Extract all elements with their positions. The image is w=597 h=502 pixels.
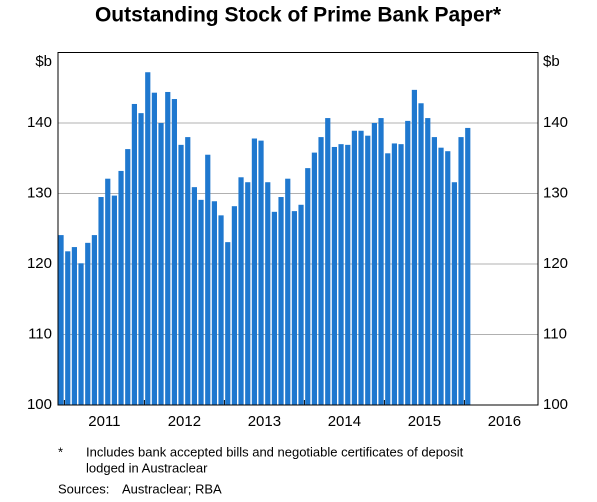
x-tick-label: 2014	[328, 413, 361, 430]
bar	[391, 143, 397, 405]
bar	[318, 137, 324, 405]
bar	[278, 197, 284, 405]
y2-tick-label: 140	[543, 114, 568, 131]
bar	[365, 135, 371, 405]
bar	[418, 103, 424, 405]
bar	[225, 242, 231, 405]
bar	[305, 168, 311, 405]
bar	[245, 182, 251, 405]
bar	[431, 137, 437, 405]
bar	[58, 235, 64, 405]
bar	[171, 99, 177, 405]
bar	[465, 127, 471, 405]
chart-title: Outstanding Stock of Prime Bank Paper*	[95, 4, 502, 27]
bar	[325, 118, 331, 405]
bar	[85, 242, 91, 405]
bar	[138, 113, 144, 405]
bar	[251, 138, 257, 405]
bar	[65, 251, 71, 405]
y-tick-label: 110	[28, 325, 52, 342]
bar	[165, 91, 171, 405]
y-tick-label: 130	[27, 184, 52, 201]
bar	[258, 140, 264, 405]
bar	[331, 146, 337, 405]
footnote: Includes bank accepted bills and negotia…	[86, 444, 464, 459]
bar	[371, 123, 377, 405]
bar	[398, 144, 404, 405]
bar	[265, 182, 271, 405]
bar	[438, 147, 444, 406]
bar	[238, 177, 244, 405]
bar	[311, 152, 317, 405]
plot-frame	[57, 52, 539, 406]
bar	[285, 178, 291, 405]
footnote-marker: *	[58, 444, 63, 459]
bar	[425, 118, 431, 405]
bar	[205, 154, 211, 405]
bar	[185, 137, 191, 405]
bar	[131, 103, 137, 405]
bar	[298, 204, 304, 405]
bar	[351, 130, 357, 405]
bar	[405, 120, 411, 405]
sources: Austraclear; RBA	[122, 481, 222, 496]
y2-tick-label: 110	[543, 325, 567, 342]
y2-tick-label: 130	[543, 184, 568, 201]
bar	[451, 182, 457, 405]
y2-tick-label: 120	[543, 255, 568, 272]
x-tick-label: 2013	[248, 413, 281, 430]
bar	[211, 201, 217, 405]
bar	[118, 170, 124, 405]
y-tick-label: 140	[27, 114, 52, 131]
bar	[218, 215, 224, 405]
y-tick-label: 100	[27, 396, 52, 413]
bar	[71, 247, 77, 405]
bar	[378, 118, 384, 405]
y-unit: $b	[35, 53, 52, 70]
bar	[271, 211, 277, 405]
bar	[385, 153, 391, 405]
bar	[231, 206, 237, 405]
bar	[125, 149, 131, 405]
bar	[91, 235, 97, 405]
bar	[458, 137, 464, 405]
bar	[338, 144, 344, 405]
bar	[145, 72, 151, 406]
x-tick-label: 2015	[408, 413, 441, 430]
bar	[111, 195, 117, 405]
bar	[345, 144, 351, 406]
y2-tick-label: 100	[543, 396, 568, 413]
footnote: lodged in Austraclear	[86, 460, 208, 475]
bar	[105, 178, 111, 405]
x-tick-label: 2016	[488, 413, 521, 430]
y-tick-label: 120	[27, 255, 52, 272]
x-tick-label: 2012	[168, 413, 201, 430]
bar	[151, 92, 157, 405]
bar	[411, 89, 417, 406]
bar	[291, 211, 297, 405]
x-tick-label: 2011	[88, 413, 120, 430]
sources-label: Sources:	[58, 481, 109, 496]
bar	[78, 263, 84, 405]
bar	[191, 187, 197, 405]
bar	[98, 197, 104, 405]
bar	[358, 130, 364, 405]
y2-unit: $b	[543, 53, 560, 70]
bar	[198, 199, 204, 405]
bar	[158, 123, 164, 405]
bar	[445, 151, 451, 405]
bar	[178, 144, 184, 406]
